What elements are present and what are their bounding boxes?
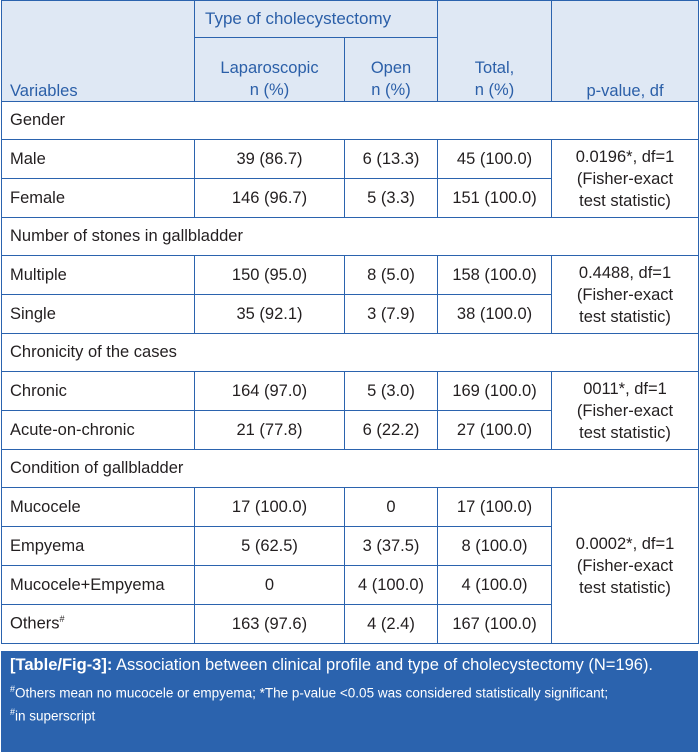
cell-laparoscopic: 39 (86.7) [194, 139, 345, 179]
caption-main: [Table/Fig-3]: Association between clini… [10, 655, 689, 676]
cell-pvalue: 0.0002*, df=1 (Fisher-exact test statist… [551, 487, 699, 644]
header-laparoscopic-label: Laparoscopic [220, 59, 319, 77]
pvalue-line: (Fisher-exact [576, 285, 674, 304]
header-laparoscopic-npct: n (%) [249, 81, 290, 99]
footnote-sup: # [10, 684, 16, 694]
cell-open: 3 (37.5) [343, 526, 439, 566]
header-open-npct: n (%) [371, 81, 411, 99]
cell-total: 45 (100.0) [437, 139, 553, 179]
cell-open: 5 (3.0) [343, 371, 439, 411]
table-row: Multiple 150 (95.0) 8 (5.0) 158 (100.0) … [1, 255, 699, 334]
pvalue-line: (Fisher-exact [576, 401, 674, 420]
pvalue-line: 0.0196*, df=1 [575, 147, 675, 166]
section-condition: Condition of gallbladder [0, 449, 699, 488]
section-title: Chronicity of the cases [0, 333, 699, 372]
cell-total: 169 (100.0) [437, 371, 553, 411]
cell-laparoscopic: 150 (95.0) [194, 255, 345, 295]
cell-laparoscopic: 5 (62.5) [194, 526, 345, 566]
row-label: Others# [1, 604, 195, 644]
cell-open: 6 (13.3) [343, 139, 439, 179]
section-title: Gender [0, 101, 699, 140]
header-total: Total, n (%) [437, 0, 553, 102]
cell-laparoscopic: 0 [194, 565, 345, 605]
table-row: Empyema 5 (62.5) 3 (37.5) 8 (100.0) [1, 526, 699, 566]
row-label: Mucocele+Empyema [1, 565, 195, 605]
row-label: Female [1, 178, 195, 218]
row-label-sup: # [59, 614, 65, 625]
cell-total: 4 (100.0) [437, 565, 553, 605]
cell-open: 6 (22.2) [343, 410, 439, 450]
header-variables: Variables [1, 0, 195, 102]
row-label: Single [1, 294, 195, 334]
pvalue-line: 0.4488, df=1 [578, 263, 672, 282]
caption-footnote: #Others mean no mucocele or empyema; *Th… [10, 680, 689, 725]
header-total-label: Total, [474, 59, 515, 77]
header-total-npct: n (%) [474, 81, 515, 99]
pvalue-line: test statistic) [579, 307, 671, 326]
row-label: Acute-on-chronic [1, 410, 195, 450]
header-pvalue: p-value, df [551, 0, 699, 102]
results-table: Variables Type of cholecystectomy Total,… [0, 0, 699, 644]
caption-text: Association between clinical profile and… [112, 656, 654, 674]
row-label: Chronic [1, 371, 195, 411]
header-laparoscopic: Laparoscopic n (%) [194, 37, 345, 102]
pvalue-line: test statistic) [579, 578, 671, 597]
section-gender: Gender [0, 101, 699, 140]
cell-total: 27 (100.0) [437, 410, 553, 450]
cell-open: 8 (5.0) [343, 255, 439, 295]
row-label: Empyema [1, 526, 195, 566]
table-row: Others# 163 (97.6) 4 (2.4) 167 (100.0) [1, 604, 699, 644]
cell-laparoscopic: 164 (97.0) [194, 371, 345, 411]
pvalue-line: 0011*, df=1 [583, 379, 667, 398]
section-number-of-stones: Number of stones in gallbladder [0, 217, 699, 256]
pvalue-line: test statistic) [579, 191, 671, 210]
table-row: Female 146 (96.7) 5 (3.3) 151 (100.0) [1, 178, 699, 218]
cell-open: 0 [343, 487, 439, 527]
footnote-text: Others mean no mucocele or empyema; *The… [15, 685, 609, 701]
header-open: Open n (%) [343, 37, 439, 102]
cell-pvalue: 0.4488, df=1 (Fisher-exact test statisti… [551, 255, 699, 334]
cell-laparoscopic: 146 (96.7) [194, 178, 345, 218]
pvalue-line: 0.0002*, df=1 [575, 534, 675, 553]
cell-open: 4 (2.4) [343, 604, 439, 644]
footnote-text: in superscript [15, 708, 96, 723]
row-label: Male [1, 139, 195, 179]
row-label-text: Others [10, 614, 60, 633]
table-row: Acute-on-chronic 21 (77.8) 6 (22.2) 27 (… [1, 410, 699, 450]
section-title: Condition of gallbladder [0, 449, 699, 488]
pvalue-line: (Fisher-exact [576, 169, 674, 188]
cell-open: 3 (7.9) [343, 294, 439, 334]
table-row: Male 39 (86.7) 6 (13.3) 45 (100.0) 0.019… [1, 139, 699, 218]
cell-laparoscopic: 163 (97.6) [194, 604, 345, 644]
section-chronicity: Chronicity of the cases [0, 333, 699, 372]
cell-open: 5 (3.3) [343, 178, 439, 218]
cell-pvalue: 0.0196*, df=1 (Fisher-exact test statist… [551, 139, 699, 218]
row-label: Mucocele [1, 487, 195, 527]
cell-total: 38 (100.0) [437, 294, 553, 334]
cell-total: 151 (100.0) [437, 178, 553, 218]
cell-laparoscopic: 35 (92.1) [194, 294, 345, 334]
table-row: Single 35 (92.1) 3 (7.9) 38 (100.0) [1, 294, 699, 334]
cell-open: 4 (100.0) [343, 565, 439, 605]
caption-label: [Table/Fig-3]: [10, 656, 113, 674]
cell-total: 158 (100.0) [437, 255, 553, 295]
cell-total: 167 (100.0) [437, 604, 553, 644]
table-row: Chronic 164 (97.0) 5 (3.0) 169 (100.0) 0… [1, 371, 699, 450]
cell-total: 8 (100.0) [437, 526, 553, 566]
row-label: Multiple [1, 255, 195, 295]
table-row: Mucocele+Empyema 0 4 (100.0) 4 (100.0) [1, 565, 699, 605]
table-row: Mucocele 17 (100.0) 0 17 (100.0) 0.0002*… [1, 487, 699, 644]
header-type-of-cholecystectomy: Type of cholecystectomy [193, 0, 439, 38]
header-open-label: Open [370, 59, 412, 77]
cell-total: 17 (100.0) [437, 487, 553, 527]
cell-pvalue: 0011*, df=1 (Fisher-exact test statistic… [551, 371, 699, 450]
pvalue-line: (Fisher-exact [576, 556, 674, 575]
footnote-sup: # [10, 706, 16, 717]
cell-laparoscopic: 17 (100.0) [194, 487, 345, 527]
section-title: Number of stones in gallbladder [0, 217, 699, 256]
pvalue-line: test statistic) [579, 423, 671, 442]
table-caption: [Table/Fig-3]: Association between clini… [1, 651, 698, 752]
cell-laparoscopic: 21 (77.8) [194, 410, 345, 450]
